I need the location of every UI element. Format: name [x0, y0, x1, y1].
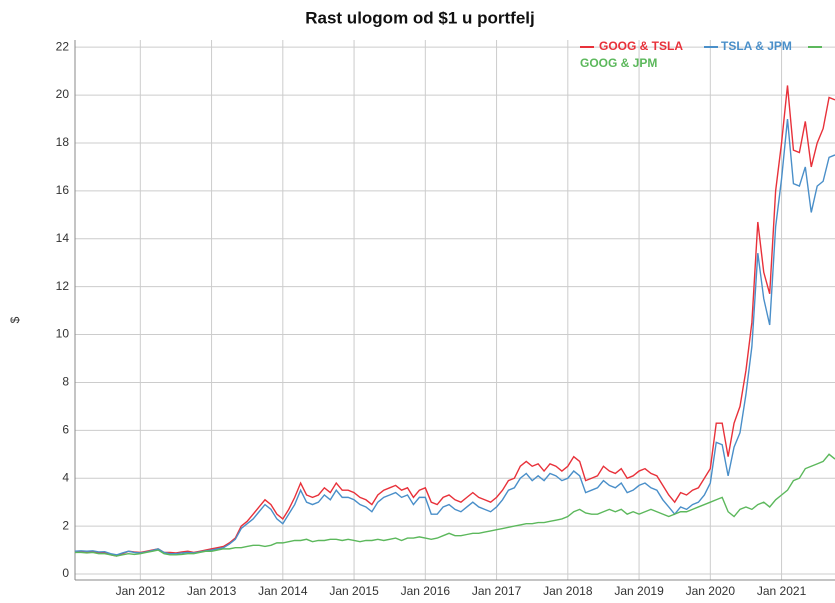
y-tick-label: 12	[56, 279, 70, 293]
y-tick-label: 6	[62, 423, 69, 437]
legend-label: GOOG & JPM	[580, 56, 657, 70]
x-tick-label: Jan 2020	[686, 584, 736, 598]
legend-label: TSLA & JPM	[721, 39, 792, 53]
x-tick-label: Jan 2021	[757, 584, 807, 598]
x-tick-label: Jan 2013	[187, 584, 237, 598]
y-tick-label: 10	[56, 327, 70, 341]
x-tick-label: Jan 2016	[401, 584, 451, 598]
y-tick-label: 8	[62, 375, 69, 389]
x-tick-label: Jan 2015	[329, 584, 379, 598]
y-tick-label: 2	[62, 518, 69, 532]
legend-label: GOOG & TSLA	[599, 39, 683, 53]
y-tick-label: 4	[62, 470, 69, 484]
y-tick-label: 16	[56, 183, 70, 197]
y-tick-label: 14	[56, 231, 70, 245]
data-line	[74, 85, 835, 557]
x-tick-label: Jan 2019	[614, 584, 664, 598]
x-tick-label: Jan 2014	[258, 584, 308, 598]
x-tick-label: Jan 2012	[116, 584, 166, 598]
y-tick-label: 22	[56, 39, 70, 53]
x-tick-label: Jan 2018	[543, 584, 593, 598]
data-line	[74, 118, 835, 556]
x-tick-label: Jan 2017	[472, 584, 522, 598]
y-tick-label: 18	[56, 135, 70, 149]
y-tick-label: 0	[62, 566, 69, 580]
y-tick-label: 20	[56, 87, 70, 101]
chart-title: Rast ulogom od $1 u portfelj	[305, 8, 535, 27]
y-axis-label: $	[8, 316, 22, 323]
data-line	[75, 453, 835, 557]
